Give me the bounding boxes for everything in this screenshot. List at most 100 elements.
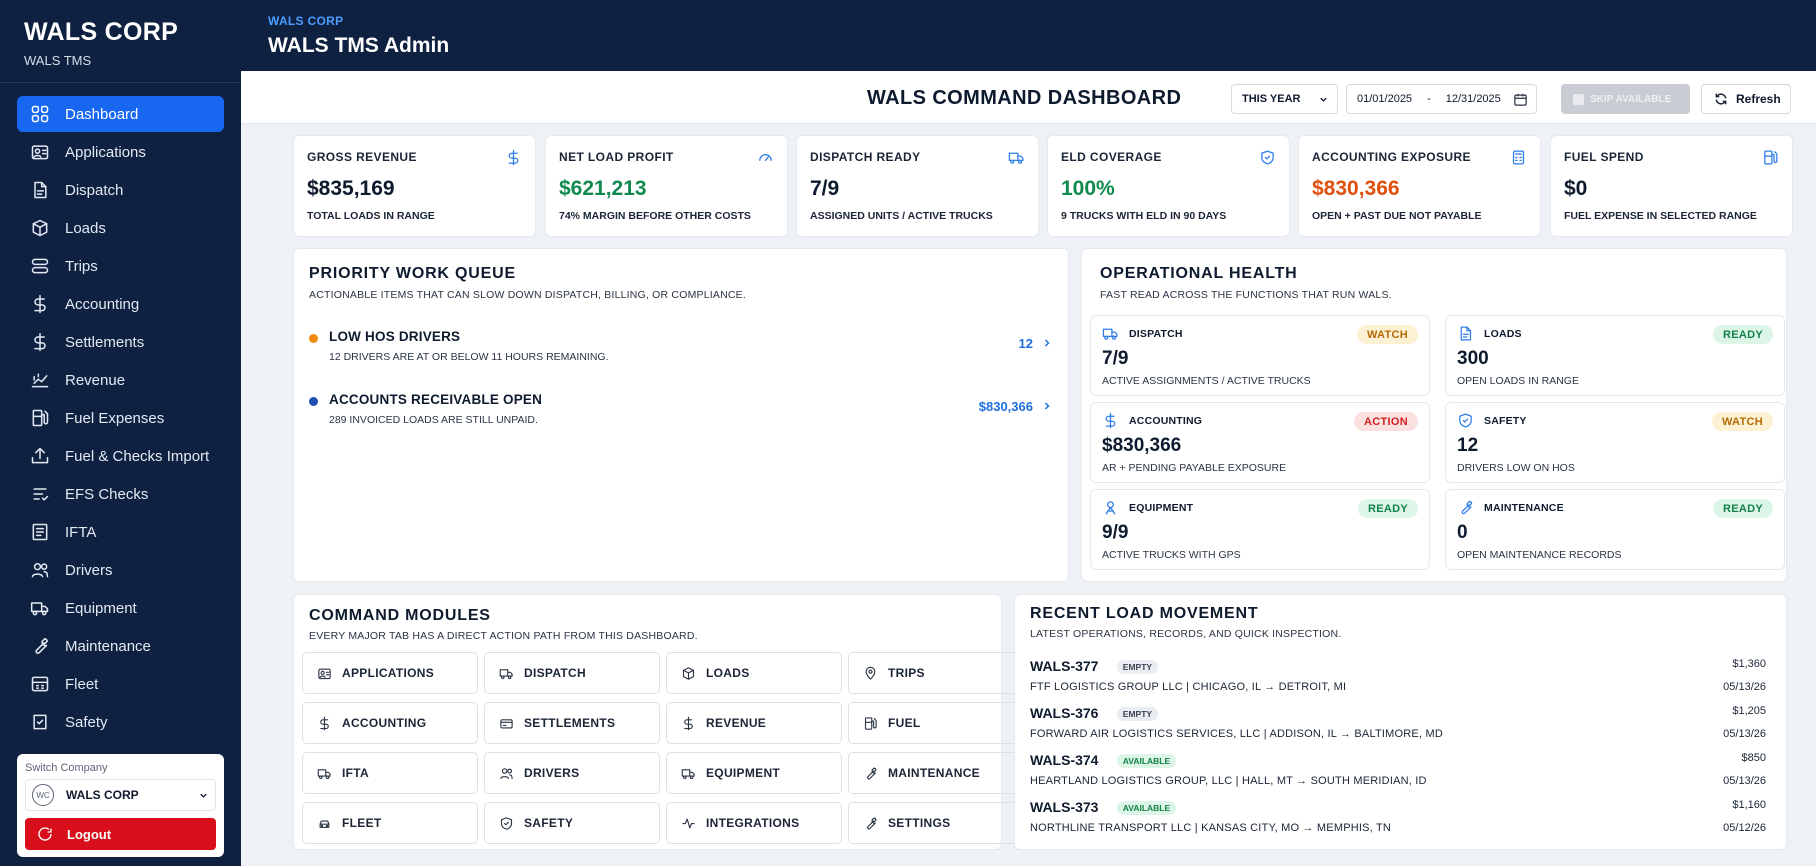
- health-card-accounting[interactable]: ACCOUNTING ACTION $830,366 AR + PENDING PAY…: [1090, 402, 1430, 483]
- truck-icon: [317, 768, 331, 779]
- sidebar-item-maintenance[interactable]: Maintenance: [17, 628, 224, 664]
- company-select[interactable]: WC WALS CORP: [25, 779, 216, 811]
- module-button-dispatch[interactable]: DISPATCH: [484, 652, 660, 694]
- panel-title: OPERATIONAL HEALTH: [1100, 265, 1298, 282]
- module-button-fuel[interactable]: FUEL: [848, 702, 1024, 744]
- module-button-settlements[interactable]: SETTLEMENTS: [484, 702, 660, 744]
- status-dot: [309, 334, 318, 343]
- module-button-integrations[interactable]: INTEGRATIONS: [666, 802, 842, 844]
- priority-item-value: $830,366: [978, 399, 1033, 414]
- logout-button[interactable]: Logout: [25, 818, 216, 850]
- module-label: IFTA: [342, 766, 369, 780]
- load-row[interactable]: WALS-374 AVAILABLE HEARTLAND LOGISTICS GRO…: [1030, 752, 1766, 794]
- load-row[interactable]: WALS-377 EMPTY FTF LOGISTICS GROUP LLC | C…: [1030, 658, 1766, 700]
- kpi-card-accounting-exposure[interactable]: ACCOUNTING EXPOSURE $830,366 OPEN + PAST D…: [1298, 135, 1541, 237]
- module-button-loads[interactable]: LOADS: [666, 652, 842, 694]
- health-card-loads[interactable]: LOADS READY 300 OPEN LOADS IN RANGE: [1445, 315, 1785, 396]
- switch-company-label: Switch Company: [25, 762, 108, 774]
- sidebar-item-equipment[interactable]: Equipment: [17, 590, 224, 626]
- load-route: FTF LOGISTICS GROUP LLC | CHICAGO, IL → …: [1030, 681, 1347, 693]
- sidebar-item-dispatch[interactable]: Dispatch: [17, 172, 224, 208]
- health-card-safety[interactable]: SAFETY WATCH 12 DRIVERS LOW ON HOS: [1445, 402, 1785, 483]
- priority-item[interactable]: ACCOUNTS RECEIVABLE OPEN 289 INVOICED LOA…: [309, 390, 1053, 440]
- module-button-accounting[interactable]: ACCOUNTING: [302, 702, 478, 744]
- kpi-card-gross-revenue[interactable]: GROSS REVENUE $835,169 TOTAL LOADS IN RANG…: [293, 135, 536, 237]
- skip-available-label: SKIP AVAILABLE: [1590, 93, 1672, 105]
- wrench-icon: [867, 817, 877, 829]
- load-route: NORTHLINE TRANSPORT LLC | KANSAS CITY, M…: [1030, 822, 1392, 834]
- date-separator: -: [1427, 93, 1431, 105]
- kpi-card-fuel-spend[interactable]: FUEL SPEND $0 FUEL EXPENSE IN SELECTED RAN…: [1550, 135, 1793, 237]
- priority-item[interactable]: LOW HOS DRIVERS 12 DRIVERS ARE AT OR BELO…: [309, 327, 1053, 377]
- wrench-icon: [35, 638, 48, 654]
- module-button-drivers[interactable]: DRIVERS: [484, 752, 660, 794]
- date-from[interactable]: 01/01/2025: [1357, 93, 1413, 105]
- load-row[interactable]: WALS-376 EMPTY FORWARD AIR LOGISTICS SERVI…: [1030, 705, 1766, 747]
- date-to[interactable]: 12/31/2025: [1445, 93, 1501, 105]
- module-button-settings[interactable]: SETTINGS: [848, 802, 1024, 844]
- sidebar-item-label: Fuel Expenses: [65, 409, 165, 427]
- module-button-equipment[interactable]: EQUIPMENT: [666, 752, 842, 794]
- sidebar-item-applications[interactable]: Applications: [17, 134, 224, 170]
- logout-label: Logout: [67, 826, 112, 842]
- calendar-icon[interactable]: [1513, 92, 1528, 107]
- kpi-card-eld-coverage[interactable]: ELD COVERAGE 100% 9 TRUCKS WITH ELD IN 90 …: [1047, 135, 1290, 237]
- id-card-icon: [318, 668, 331, 679]
- status-badge: READY: [1357, 499, 1418, 518]
- sidebar-item-fuel-expenses[interactable]: Fuel Expenses: [17, 400, 224, 436]
- sidebar-item-revenue[interactable]: Revenue: [17, 362, 224, 398]
- module-button-ifta[interactable]: IFTA: [302, 752, 478, 794]
- sidebar-item-fuel-checks-import[interactable]: Fuel & Checks Import: [17, 438, 224, 474]
- sidebar-item-label: Trips: [65, 257, 98, 275]
- health-card-maintenance[interactable]: MAINTENANCE READY 0 OPEN MAINTENANCE RECORD…: [1445, 489, 1785, 570]
- module-button-applications[interactable]: APPLICATIONS: [302, 652, 478, 694]
- load-row[interactable]: WALS-373 AVAILABLE NORTHLINE TRANSPORT LLC…: [1030, 799, 1766, 841]
- sidebar-item-drivers[interactable]: Drivers: [17, 552, 224, 588]
- module-label: DISPATCH: [524, 666, 586, 680]
- health-card-label: SAFETY: [1484, 415, 1527, 427]
- calculator-icon: [1512, 150, 1525, 165]
- range-select[interactable]: THIS YEAR: [1231, 84, 1338, 114]
- kpi-label: ELD COVERAGE: [1061, 150, 1162, 164]
- health-card-description: DRIVERS LOW ON HOS: [1457, 462, 1575, 474]
- kpi-card-dispatch-ready[interactable]: DISPATCH READY 7/9 ASSIGNED UNITS / ACTIVE…: [796, 135, 1039, 237]
- health-card-dispatch[interactable]: DISPATCH WATCH 7/9 ACTIVE ASSIGNMENTS / ACT…: [1090, 315, 1430, 396]
- module-button-trips[interactable]: TRIPS: [848, 652, 1024, 694]
- load-id[interactable]: WALS-376: [1030, 705, 1099, 721]
- sidebar-item-trips[interactable]: Trips: [17, 248, 224, 284]
- load-date: 05/13/26: [1723, 728, 1766, 740]
- sidebar-item-safety[interactable]: Safety: [17, 704, 224, 740]
- module-button-fleet[interactable]: FLEET: [302, 802, 478, 844]
- sidebar-item-accounting[interactable]: Accounting: [17, 286, 224, 322]
- panel-subtitle: ACTIONABLE ITEMS THAT CAN SLOW DOWN DISP…: [309, 289, 746, 301]
- kpi-description: 74% MARGIN BEFORE OTHER COSTS: [559, 210, 751, 222]
- sidebar-item-settlements[interactable]: Settlements: [17, 324, 224, 360]
- refresh-button[interactable]: Refresh: [1701, 84, 1791, 114]
- kpi-card-net-load-profit[interactable]: NET LOAD PROFIT $621,213 74% MARGIN BEFORE…: [545, 135, 788, 237]
- module-button-safety[interactable]: SAFETY: [484, 802, 660, 844]
- kpi-value: $621,213: [559, 177, 647, 200]
- load-amount: $850: [1741, 752, 1766, 764]
- sidebar-item-efs-checks[interactable]: EFS Checks: [17, 476, 224, 512]
- kpi-label: GROSS REVENUE: [307, 150, 417, 164]
- sidebar-item-fleet[interactable]: Fleet: [17, 666, 224, 702]
- load-amount: $1,360: [1732, 658, 1766, 670]
- header-company: WALS CORP: [268, 14, 344, 28]
- status-badge: ACTION: [1354, 412, 1418, 431]
- date-range-input[interactable]: 01/01/2025 - 12/31/2025: [1346, 84, 1537, 114]
- module-button-revenue[interactable]: REVENUE: [666, 702, 842, 744]
- fuel-icon: [32, 409, 49, 427]
- load-id[interactable]: WALS-377: [1030, 658, 1099, 674]
- load-id[interactable]: WALS-374: [1030, 752, 1099, 768]
- sidebar-item-dashboard[interactable]: Dashboard: [17, 96, 224, 132]
- load-amount: $1,205: [1732, 705, 1766, 717]
- refresh-icon: [1715, 93, 1727, 105]
- load-id[interactable]: WALS-373: [1030, 799, 1099, 815]
- safety-icon: [33, 714, 47, 730]
- health-card-equipment[interactable]: EQUIPMENT READY 9/9 ACTIVE TRUCKS WITH GPS: [1090, 489, 1430, 570]
- sidebar-item-loads[interactable]: Loads: [17, 210, 224, 246]
- skip-available-button[interactable]: SKIP AVAILABLE: [1561, 84, 1690, 114]
- health-card-value: 12: [1457, 435, 1479, 456]
- sidebar-item-ifta[interactable]: IFTA: [17, 514, 224, 550]
- module-button-maintenance[interactable]: MAINTENANCE: [848, 752, 1024, 794]
